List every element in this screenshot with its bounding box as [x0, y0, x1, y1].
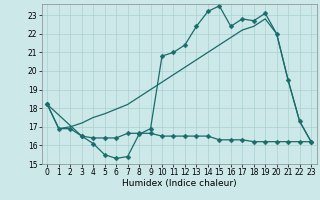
X-axis label: Humidex (Indice chaleur): Humidex (Indice chaleur) [122, 179, 236, 188]
